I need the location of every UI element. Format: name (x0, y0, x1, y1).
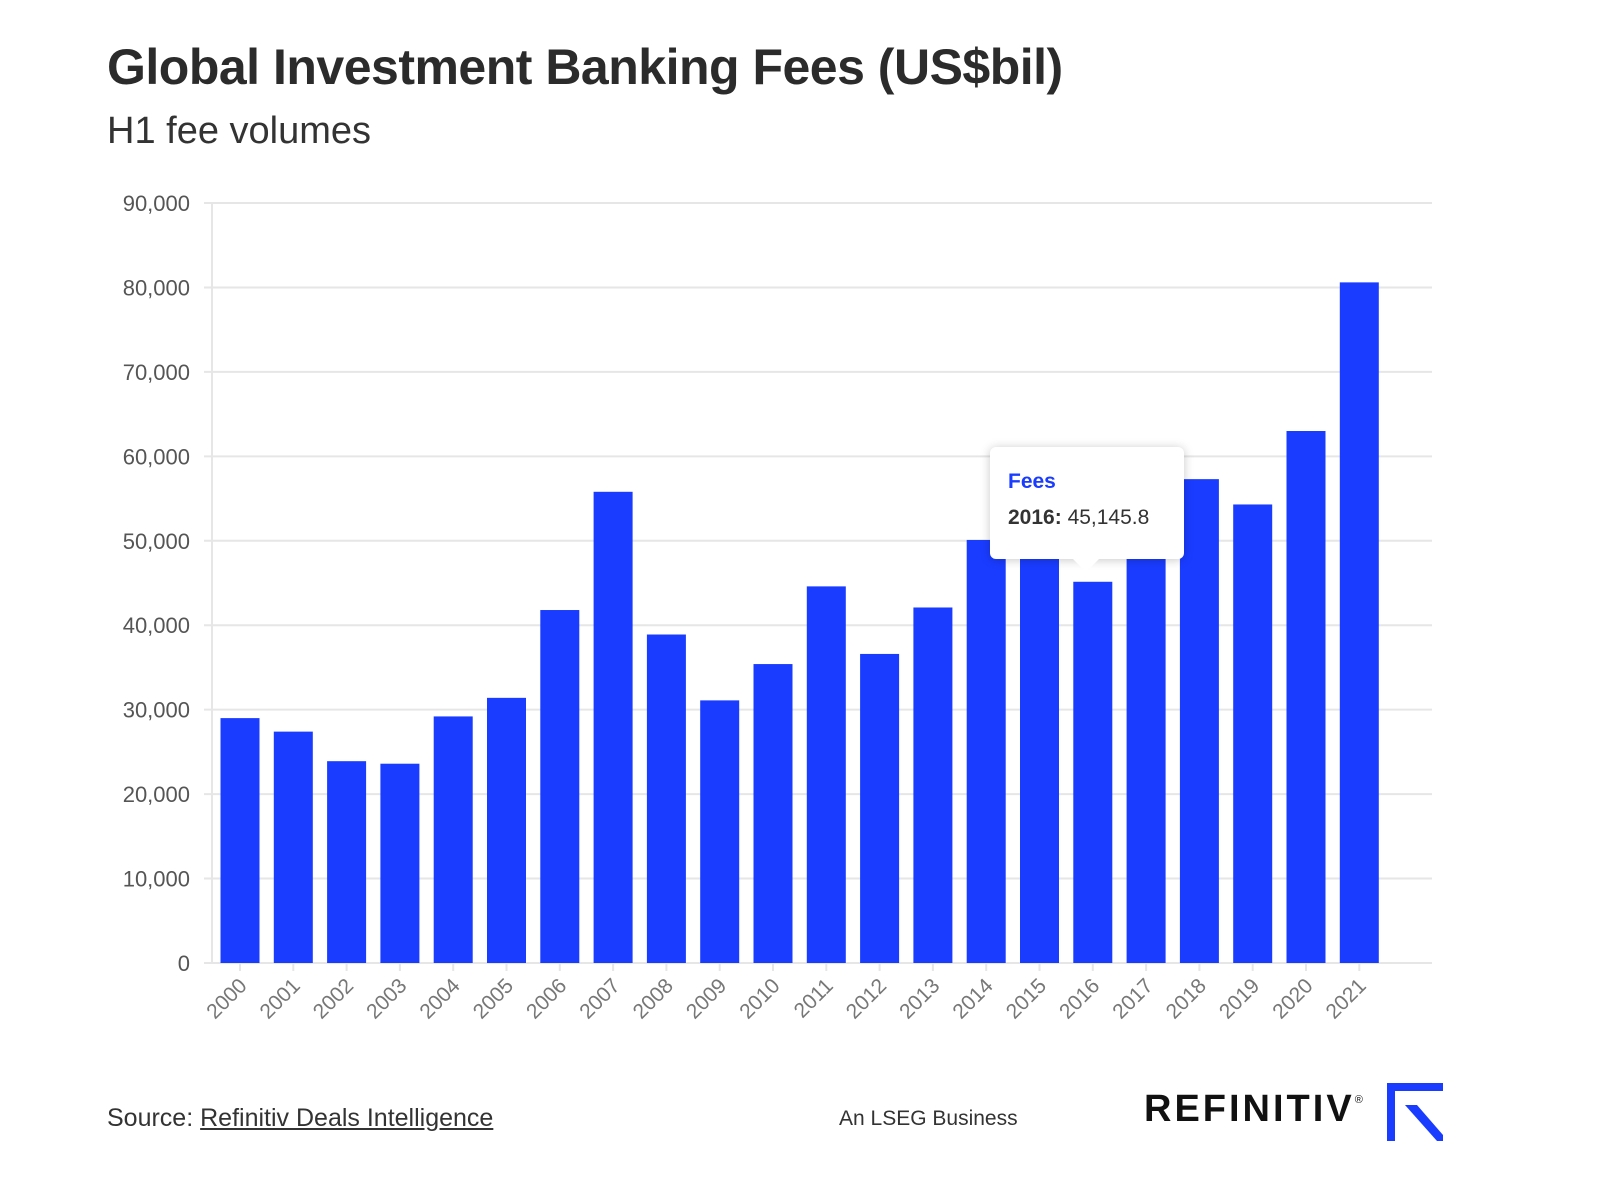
bar-2005[interactable] (487, 697, 526, 963)
chart-title: Global Investment Banking Fees (US$bil) (107, 39, 1063, 95)
bar-2000[interactable] (220, 718, 260, 963)
x-tick-label: 2011 (790, 974, 838, 1022)
bar-2013[interactable] (913, 607, 953, 963)
y-tick-label: 40,000 (123, 613, 190, 638)
bar-2017[interactable] (1126, 528, 1166, 963)
registered-mark: ® (1354, 1094, 1363, 1106)
y-tick-label: 50,000 (123, 529, 190, 554)
tooltip-value: 45,145.8 (1067, 506, 1150, 529)
x-tick-label: 2003 (362, 974, 411, 1023)
bar-2001[interactable] (273, 731, 313, 963)
bar-2002[interactable] (327, 761, 367, 963)
tooltip-value-line: 2016: 45,145.8 (1008, 505, 1184, 531)
y-tick-label: 80,000 (123, 275, 190, 300)
x-tick-label: 2020 (1268, 974, 1317, 1023)
chart-subtitle: H1 fee volumes (107, 110, 372, 152)
brand-name: REFINITIV (1144, 1088, 1355, 1130)
bar-2010[interactable] (753, 664, 793, 963)
x-tick-label: 2007 (575, 974, 624, 1023)
bar-2015[interactable] (1020, 545, 1059, 963)
bar-2009[interactable] (700, 700, 740, 963)
x-tick-label: 2009 (682, 974, 731, 1023)
x-tick-label: 2005 (469, 974, 518, 1023)
y-axis-ticks: 0 10,000 20,000 30,000 40,000 50,000 60,000 70,… (123, 191, 190, 976)
bar-2016[interactable] (1073, 581, 1113, 963)
y-tick-label: 10,000 (123, 867, 190, 892)
x-tick-label: 2000 (202, 974, 251, 1023)
bar-2021[interactable] (1339, 282, 1379, 963)
refinitiv-logo-text: REFINITIV® (1144, 1088, 1363, 1131)
x-tick-label: 2021 (1322, 974, 1371, 1023)
bar-2020[interactable] (1286, 431, 1326, 963)
tooltip-series-name: Fees (1008, 470, 1056, 493)
x-tick-label: 2014 (948, 974, 998, 1024)
x-tick-label: 2016 (1055, 974, 1104, 1023)
bar-2012[interactable] (860, 653, 900, 963)
bars (220, 282, 1379, 963)
bar-2014[interactable] (966, 539, 1006, 963)
chart-tooltip: Fees 2016: 45,145.8 (990, 447, 1184, 572)
tooltip-year: 2016: (1008, 506, 1062, 529)
x-tick-label: 2010 (735, 974, 784, 1023)
y-tick-label: 90,000 (123, 191, 190, 216)
x-tick-label: 2002 (309, 974, 358, 1023)
gridlines (204, 202, 1432, 964)
bar-2006[interactable] (540, 610, 580, 963)
x-tick-label: 2019 (1215, 974, 1264, 1023)
x-tick-label: 2001 (256, 974, 305, 1023)
bar-2011[interactable] (806, 586, 846, 963)
refinitiv-logo-icon (1387, 1083, 1443, 1141)
y-tick-label: 60,000 (123, 444, 190, 469)
source-prefix: Source: (107, 1104, 194, 1132)
x-tick-label: 2012 (842, 974, 891, 1023)
x-tick-label: 2004 (415, 974, 465, 1024)
x-tick-label: 2018 (1162, 974, 1211, 1023)
bar-2007[interactable] (593, 491, 633, 963)
x-tick-label: 2013 (895, 974, 944, 1023)
bar-2003[interactable] (380, 763, 420, 963)
source-line: Source: Refinitiv Deals Intelligence (107, 1104, 493, 1133)
x-axis-ticks: 2000 2001 2002 2003 2004 2005 2006 2007 2008 2009… (202, 963, 1371, 1024)
y-tick-label: 0 (178, 951, 190, 976)
bar-2008[interactable] (646, 634, 686, 963)
bar-chart: 0 10,000 20,000 30,000 40,000 50,000 60,000 70,… (123, 191, 1432, 1024)
x-tick-label: 2006 (522, 974, 571, 1023)
lseg-tagline: An LSEG Business (839, 1107, 1018, 1130)
bar-2004[interactable] (433, 716, 473, 963)
y-tick-label: 70,000 (123, 360, 190, 385)
bar-2018[interactable] (1179, 479, 1219, 963)
x-tick-label: 2017 (1108, 974, 1157, 1023)
bar-2019[interactable] (1233, 504, 1273, 963)
y-tick-label: 30,000 (123, 698, 190, 723)
y-tick-label: 20,000 (123, 782, 190, 807)
x-tick-label: 2008 (629, 974, 678, 1023)
x-tick-label: 2015 (1002, 974, 1051, 1023)
source-link[interactable]: Refinitiv Deals Intelligence (200, 1104, 494, 1132)
